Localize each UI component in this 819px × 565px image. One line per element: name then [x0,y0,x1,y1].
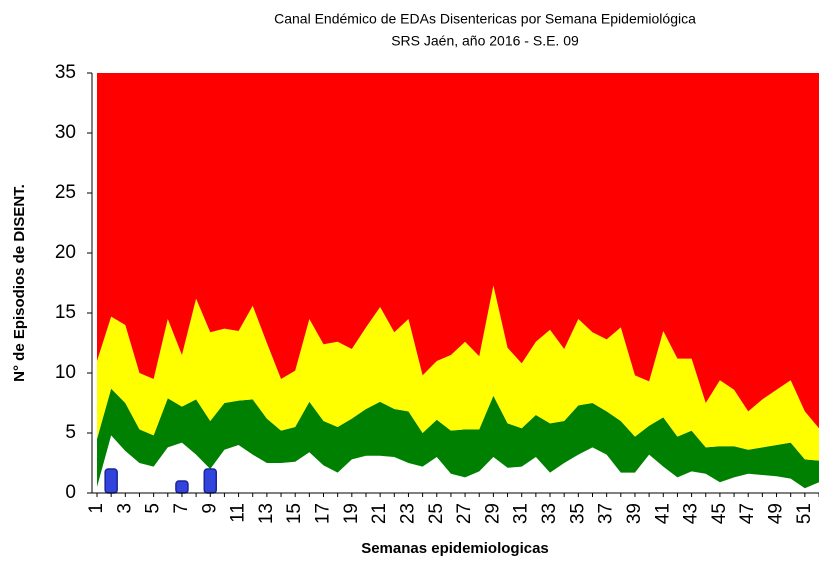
x-tick-label: 29 [482,503,503,524]
area [97,285,819,461]
bar [104,468,118,494]
x-tick-label: 31 [511,503,532,524]
bar [203,468,218,494]
x-axis-label: Semanas epidemiologicas [361,540,549,557]
y-tick-label: 10 [55,362,76,383]
x-tick-label: 39 [624,503,645,524]
x-tick-label: 51 [794,503,815,524]
x-tick-label: 25 [426,503,447,524]
area [97,388,819,489]
x-tick-label: 41 [652,503,673,524]
x-tick-label: 49 [766,503,787,524]
y-tick-label: 30 [55,122,76,143]
y-tick-label: 25 [55,182,76,203]
x-tick-label: 1 [86,503,107,514]
chart-title: Canal Endémico de EDAs Disentericas por … [274,11,696,27]
x-tick-label: 43 [681,503,702,524]
x-tick-label: 13 [256,503,277,524]
x-tick-label: 27 [454,503,475,524]
y-tick-label: 35 [55,62,76,83]
area [97,435,819,493]
x-tick-label: 19 [341,503,362,524]
y-tick-label: 0 [65,482,76,503]
y-axis-label: N° de Episodios de DISENT. [11,184,28,382]
x-tick-label: 33 [539,503,560,524]
y-tick-label: 20 [55,242,76,263]
x-tick-label: 3 [114,503,135,514]
x-tick-label: 47 [737,503,758,524]
bar [175,480,189,494]
x-tick-label: 21 [369,503,390,524]
x-tick-label: 5 [143,503,164,514]
chart-subtitle: SRS Jaén, año 2016 - S.E. 09 [391,33,579,49]
x-tick-label: 23 [397,503,418,524]
x-tick-label: 11 [228,503,249,523]
x-tick-label: 9 [199,503,220,514]
x-tick-label: 37 [596,503,617,524]
y-tick-label: 15 [55,302,76,323]
y-tick-label: 5 [65,422,76,443]
area [97,73,819,429]
x-tick-label: 15 [284,503,305,524]
x-tick-label: 45 [709,503,730,524]
x-tick-label: 7 [171,503,192,514]
x-tick-label: 35 [567,503,588,524]
x-tick-label: 17 [313,503,334,524]
